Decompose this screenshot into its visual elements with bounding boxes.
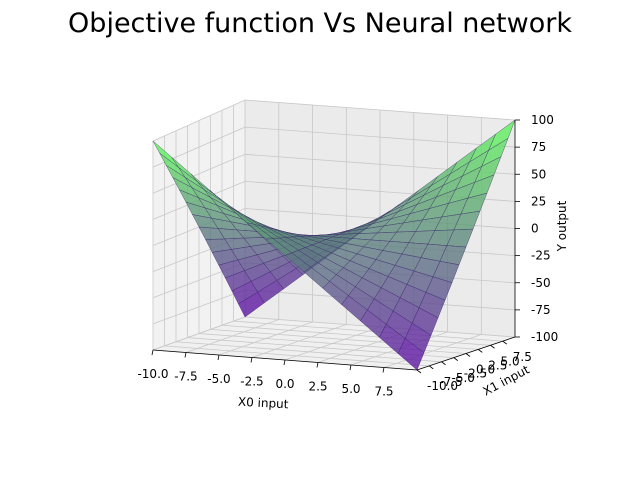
x-tick-mark bbox=[184, 352, 187, 358]
surfaces bbox=[152, 119, 516, 371]
x-tick-label: -2.5 bbox=[240, 375, 263, 389]
z-tick-label: 25 bbox=[531, 194, 546, 208]
surface-facet-network bbox=[397, 338, 425, 371]
z-tick-label: -75 bbox=[531, 303, 551, 317]
x-tick-mark bbox=[382, 367, 385, 373]
grid-line-z bbox=[152, 126, 516, 168]
x-tick-mark bbox=[151, 349, 154, 356]
grid-line-z bbox=[152, 99, 516, 142]
x-tick-mark bbox=[349, 364, 352, 371]
x-tick-mark bbox=[316, 362, 319, 368]
x-tick-label: 2.5 bbox=[308, 380, 327, 394]
y-tick-label: 5.0 bbox=[501, 354, 520, 368]
y-tick-label: 2.5 bbox=[488, 358, 507, 372]
x-tick-mark bbox=[217, 354, 220, 361]
y-tick-mark bbox=[429, 365, 434, 370]
y-tick-label: -10.0 bbox=[427, 379, 458, 393]
x-tick-label: -5.0 bbox=[207, 372, 230, 386]
y-tick-label: -5.0 bbox=[452, 371, 475, 385]
surface-facet-network bbox=[432, 260, 460, 283]
y-axis-ticks: -10.0-7.5-5.0-2.50.02.55.07.5 bbox=[416, 340, 532, 393]
z-tick-label: -50 bbox=[531, 276, 551, 290]
x-tick-label: 5.0 bbox=[341, 382, 360, 396]
y-tick-mark bbox=[465, 353, 471, 357]
x-axis-ticks: -10.0 -7.5 -5.0 -2.5 0.0 2.5 5.0 7.5 bbox=[137, 349, 394, 399]
y-tick-mark bbox=[416, 369, 422, 374]
y-tick-mark bbox=[502, 340, 507, 345]
z-tick-label: 100 bbox=[531, 113, 554, 127]
z-tick-label: -100 bbox=[531, 330, 558, 344]
z-tick-label: 0 bbox=[531, 222, 539, 236]
y-tick-label: 0.0 bbox=[476, 363, 495, 377]
z-tick-label: -25 bbox=[531, 249, 551, 263]
z-tick-label: 75 bbox=[531, 140, 546, 154]
chart-title: Objective function Vs Neural network bbox=[68, 8, 572, 39]
z-tick-label: 50 bbox=[531, 167, 546, 181]
x-tick-mark bbox=[283, 359, 286, 366]
surface-facet-network bbox=[418, 291, 446, 319]
y-tick-mark bbox=[453, 357, 458, 361]
y-tick-label: -7.5 bbox=[439, 375, 462, 389]
x-tick-label: -10.0 bbox=[137, 367, 168, 381]
y-tick-mark bbox=[441, 361, 446, 366]
x-tick-label: -7.5 bbox=[174, 370, 197, 384]
x-tick-label: 7.5 bbox=[374, 385, 393, 399]
x-tick-label: 0.0 bbox=[275, 377, 294, 391]
x-tick-mark bbox=[250, 357, 253, 363]
y-tick-label: -2.5 bbox=[464, 367, 487, 381]
y-tick-mark bbox=[490, 344, 495, 349]
z-axis-label: Y output bbox=[555, 200, 569, 252]
y-tick-mark bbox=[478, 349, 483, 353]
x-axis-label: X0 input bbox=[238, 395, 289, 412]
y-tick-label: 7.5 bbox=[513, 350, 532, 364]
z-axis-ticks: -100 -75 -50 -25 0 25 50 75 100 bbox=[515, 113, 558, 344]
